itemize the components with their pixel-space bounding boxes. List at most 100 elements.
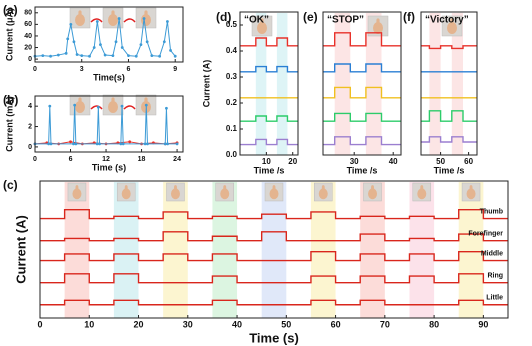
x-tick-label: 80	[429, 319, 439, 329]
finger	[260, 18, 264, 27]
panel-label: (e)	[303, 10, 318, 24]
y-tick-label: 0.0	[226, 150, 238, 159]
marker	[162, 40, 166, 44]
marker	[128, 140, 132, 144]
marker	[48, 104, 52, 108]
series-label: Little	[486, 295, 503, 302]
panel-label: (b)	[3, 93, 18, 107]
y-tick-label: 0	[28, 56, 32, 63]
highlight-span	[360, 182, 385, 318]
x-tick-label: 60	[331, 319, 341, 329]
y-tick-label: 0.4	[226, 46, 238, 55]
arrow	[123, 18, 136, 23]
y-tick-label: 0.5	[226, 20, 238, 29]
finger	[450, 18, 454, 27]
hand-shape	[257, 22, 267, 34]
hand-shape	[447, 22, 457, 34]
arrow	[90, 18, 103, 23]
finger	[111, 97, 115, 106]
plot-frame	[34, 95, 184, 153]
marker	[75, 53, 79, 56]
y-axis-label: Current (μA)	[4, 8, 14, 61]
marker	[111, 54, 115, 58]
marker	[145, 40, 149, 44]
marker	[49, 54, 52, 58]
finger	[78, 10, 82, 19]
marker	[96, 105, 100, 109]
series-line	[40, 231, 508, 242]
plot-frame	[420, 11, 478, 156]
hand-shape	[108, 101, 118, 113]
x-tick-label: 90	[478, 319, 488, 329]
hand-shape	[368, 188, 378, 200]
marker	[142, 17, 146, 20]
x-tick-label: 6	[69, 156, 73, 163]
hand-shape	[121, 188, 131, 200]
highlight-span	[113, 182, 139, 318]
series-line	[40, 251, 508, 262]
marker	[95, 142, 99, 146]
highlight-span	[276, 13, 288, 155]
series-line	[240, 138, 298, 146]
x-axis-label: Time /s	[434, 165, 465, 175]
finger	[469, 185, 473, 193]
series-label: Ring	[487, 272, 503, 279]
marker	[134, 54, 138, 58]
marker	[143, 142, 147, 146]
x-tick-label: 24	[173, 156, 181, 163]
marker	[119, 142, 123, 146]
series-label: Middle	[481, 250, 503, 257]
x-tick-label: 50	[281, 319, 291, 329]
y-tick-label: 0.1	[226, 124, 238, 133]
y-tick-label: 2	[28, 123, 32, 130]
highlight-span	[429, 13, 441, 155]
highlight-span	[365, 13, 382, 155]
hand-shape	[417, 188, 427, 200]
marker	[47, 142, 51, 146]
finger	[223, 185, 227, 193]
marker	[80, 54, 84, 58]
marker	[103, 53, 107, 57]
series-line	[40, 299, 508, 306]
y-tick-label: 4	[28, 103, 32, 110]
x-axis-label: Time /s	[254, 165, 285, 175]
highlight-span	[458, 182, 484, 318]
marker	[166, 20, 169, 23]
marker	[88, 54, 91, 58]
marker	[69, 22, 73, 26]
panel-title: “STOP”	[327, 15, 364, 26]
x-axis-label: Time (s)	[92, 162, 126, 172]
marker	[49, 142, 53, 146]
panel-title: “Victory”	[425, 15, 469, 26]
marker	[144, 103, 148, 107]
y-tick-label: 40	[24, 33, 32, 40]
hand-shape	[72, 188, 82, 200]
finger	[174, 185, 177, 193]
panel-label: (c)	[3, 178, 18, 192]
x-tick-label: 0	[33, 156, 37, 163]
y-axis-label: Current (A)	[201, 60, 211, 108]
panel-label: (d)	[216, 10, 231, 24]
x-tick-label: 9	[173, 66, 177, 73]
finger	[75, 185, 79, 193]
x-tick-label: 10	[84, 319, 94, 329]
hand-shape	[373, 22, 383, 34]
marker	[158, 54, 162, 58]
series-line	[240, 115, 298, 122]
x-tick-label: 50	[436, 157, 445, 166]
marker	[163, 142, 167, 146]
finger	[376, 18, 380, 27]
x-tick-label: 70	[380, 319, 390, 329]
marker	[175, 142, 179, 146]
x-tick-label: 20	[288, 157, 297, 166]
marker	[95, 20, 99, 23]
y-tick-label: 80	[24, 10, 32, 17]
panel-label: (a)	[3, 3, 18, 17]
y-axis-label: Current (A)	[13, 215, 28, 284]
marker	[41, 54, 45, 58]
marker	[66, 37, 70, 41]
series-line	[35, 105, 178, 145]
x-axis-label: Time /s	[347, 165, 378, 175]
series-line	[323, 136, 401, 146]
